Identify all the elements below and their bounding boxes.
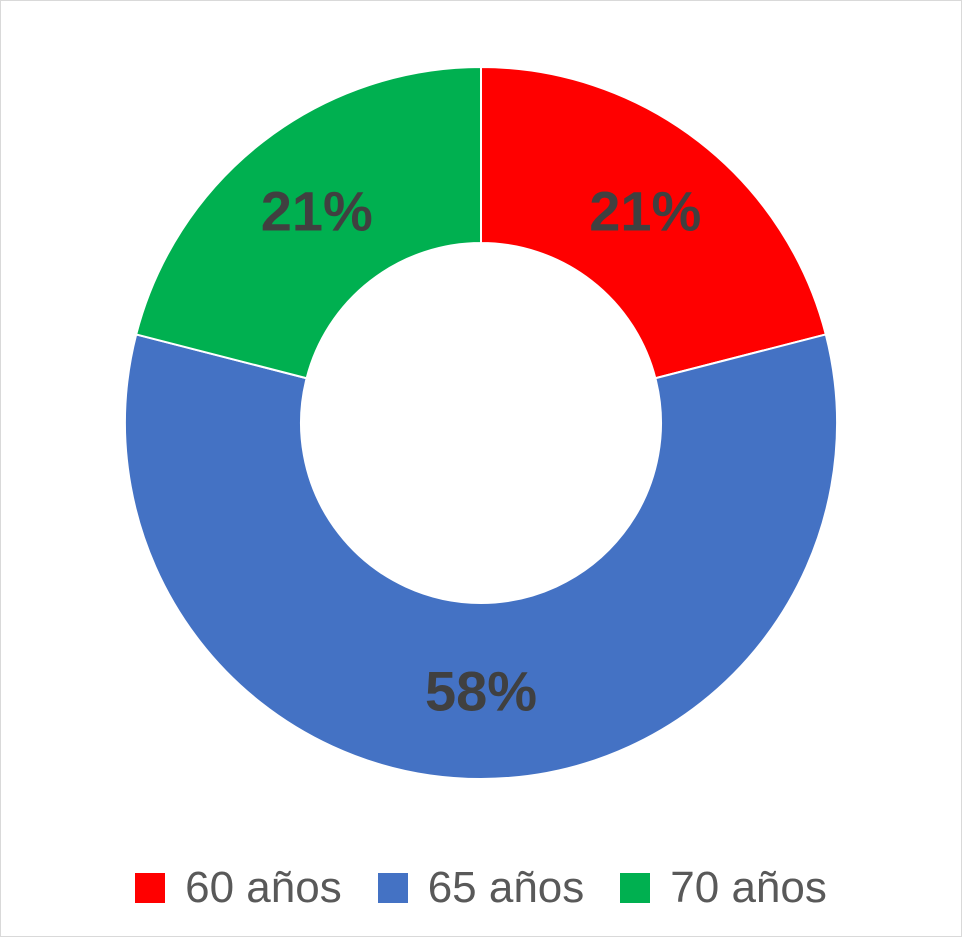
legend-swatch-60 xyxy=(135,873,166,903)
legend-swatch-65 xyxy=(377,873,408,903)
slice-label-70: 21% xyxy=(261,180,373,243)
legend-label-65: 65 años xyxy=(427,863,585,912)
slice-65 xyxy=(124,333,838,780)
slice-label-65: 58% xyxy=(425,660,537,723)
legend-item-70: 70 años xyxy=(620,863,827,913)
slice-60 xyxy=(480,65,828,380)
slice-70 xyxy=(134,65,482,380)
legend-label-60: 60 años xyxy=(185,863,342,912)
legend-item-60: 60 años xyxy=(135,863,342,913)
legend-label-70: 70 años xyxy=(670,863,827,912)
slice-label-60: 21% xyxy=(589,180,701,243)
legend-item-65: 65 años xyxy=(377,863,585,913)
legend-swatch-70 xyxy=(620,873,651,903)
legend: 60 años 65 años 70 años xyxy=(0,856,962,920)
